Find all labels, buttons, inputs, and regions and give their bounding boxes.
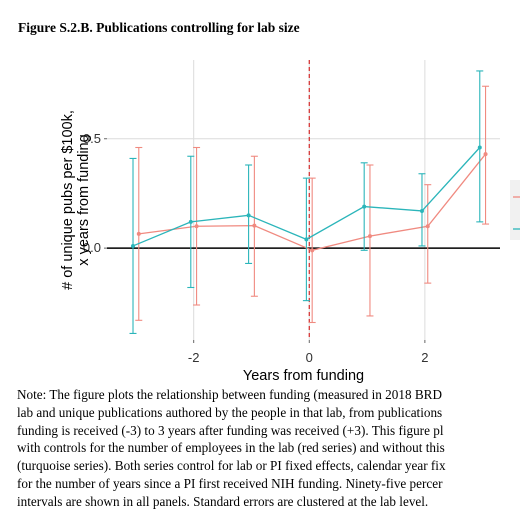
data-point	[419, 208, 424, 213]
legend-fragment	[510, 180, 520, 240]
data-point	[367, 234, 372, 239]
data-point	[136, 231, 141, 236]
reference-lines	[107, 60, 500, 340]
chart: -2 0 2 0.0 0.5 Years from funding # of unique …	[60, 60, 520, 384]
note-line: intervals are shown in all panels. Stand…	[17, 493, 429, 509]
figure-title: Figure S.2.B. Publications controlling f…	[18, 20, 300, 35]
axes: -2 0 2 0.0 0.5 Years from funding # of unique …	[60, 110, 428, 384]
data-point	[304, 237, 309, 242]
x-tick-label: 2	[421, 350, 428, 365]
note-line: (turquoise series). Both series control …	[17, 458, 446, 474]
series-layer	[129, 70, 490, 334]
note-line: funding is received (-3) to 3 years afte…	[17, 422, 444, 438]
note-line: lab and unique publications authored by …	[17, 404, 443, 420]
y-axis-label: # of unique pubs per $100k,	[60, 110, 76, 290]
y-axis-label: x years from funding	[76, 134, 92, 265]
data-point	[310, 248, 315, 253]
data-point	[188, 219, 193, 224]
x-tick-label: -2	[188, 350, 200, 365]
data-point	[477, 145, 482, 150]
y-tick-label: 0.0	[83, 240, 101, 255]
data-point	[252, 223, 257, 228]
figure-note: Note: The figure plots the relationship …	[17, 386, 520, 511]
data-point	[362, 204, 367, 209]
grid	[107, 60, 500, 340]
legend-box	[510, 180, 520, 240]
y-tick-label: 0.5	[83, 131, 101, 146]
x-axis-label: Years from funding	[243, 368, 364, 384]
x-tick-label: 0	[306, 350, 313, 365]
data-point	[194, 224, 199, 229]
data-point	[131, 243, 136, 248]
note-line: for the number of years since a PI first…	[17, 475, 443, 491]
data-point	[246, 213, 251, 218]
note-line: with controls for the number of employee…	[17, 440, 445, 456]
data-point	[425, 224, 430, 229]
note-line: Note: The figure plots the relationship …	[17, 387, 442, 402]
data-point	[483, 152, 488, 157]
